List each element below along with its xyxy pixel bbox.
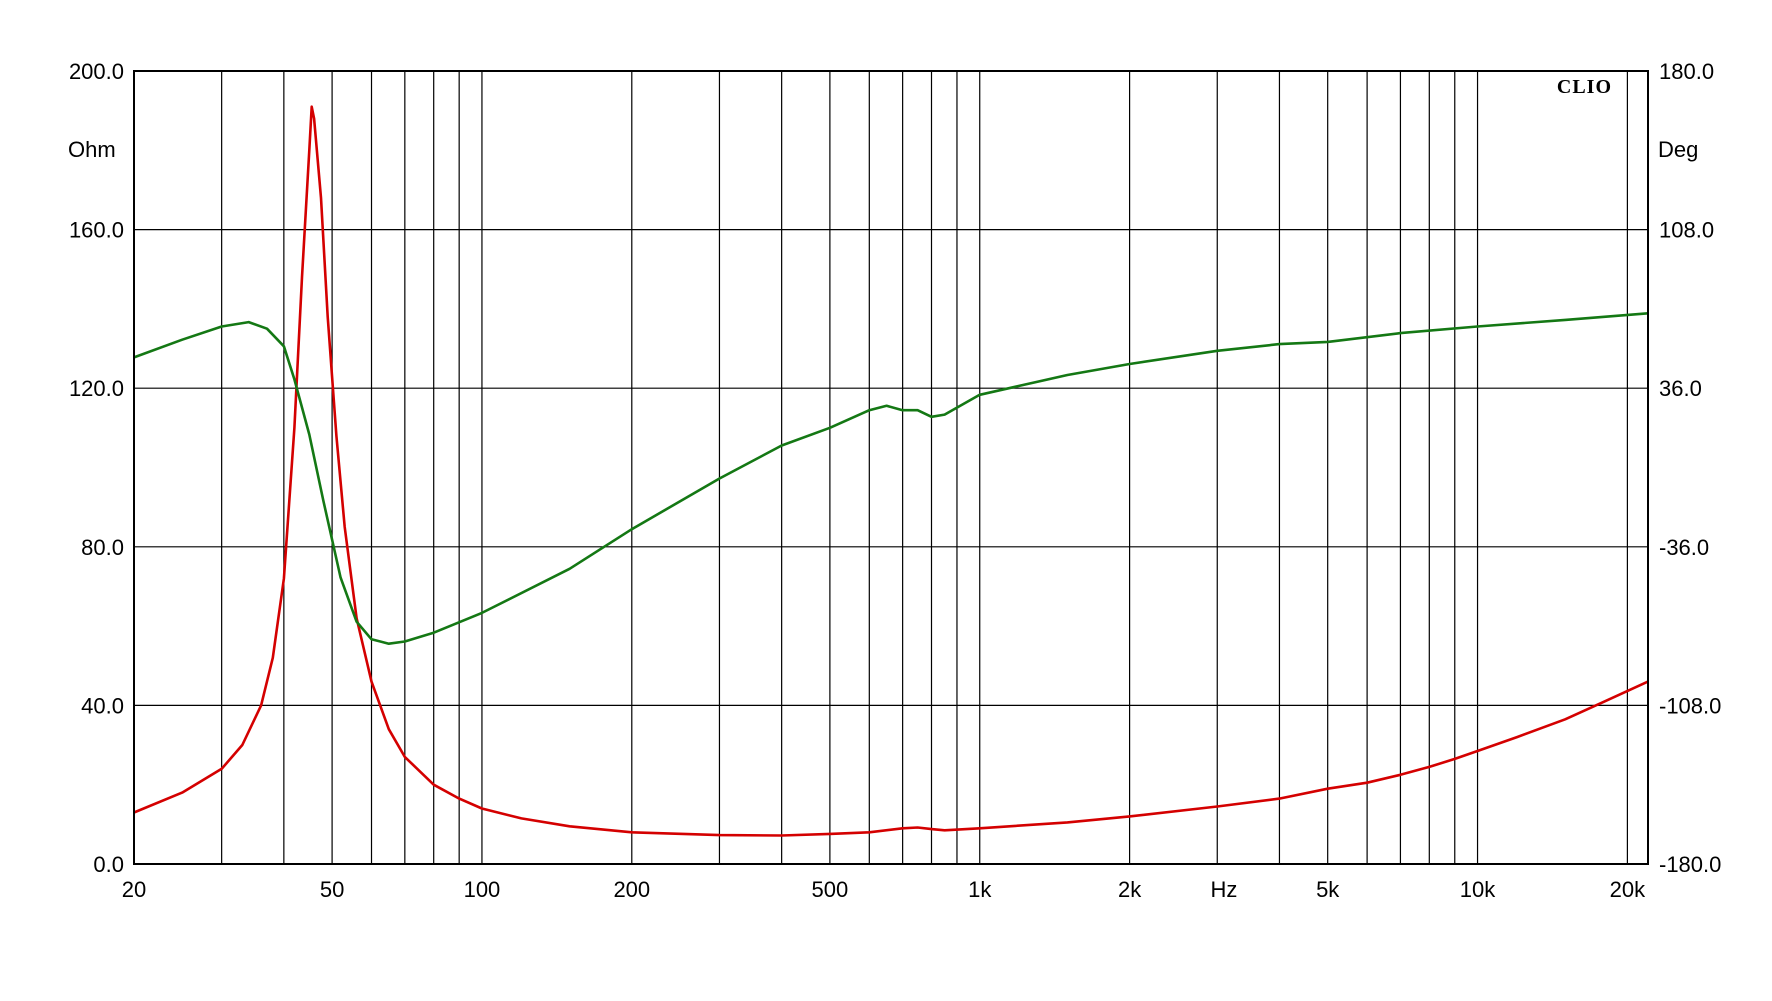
phase-curve xyxy=(133,312,1649,645)
grid xyxy=(134,70,1648,865)
x-axis-unit: Hz xyxy=(1211,877,1238,902)
right-tick-label: -36.0 xyxy=(1659,535,1709,560)
right-tick-label: -180.0 xyxy=(1659,852,1721,877)
right-tick-label: -108.0 xyxy=(1659,693,1721,718)
left-tick-label: 120.0 xyxy=(69,376,124,401)
left-axis-unit: Ohm xyxy=(68,137,116,162)
left-tick-label: 40.0 xyxy=(81,693,124,718)
right-tick-label: 108.0 xyxy=(1659,218,1714,243)
left-tick-label: 0.0 xyxy=(93,852,124,877)
plot-frame xyxy=(133,70,1649,865)
x-axis-tick-labels: 20 50 100 200 500 1k 2k 5k 10k 20k xyxy=(122,877,1646,902)
x-tick-label: 20 xyxy=(122,877,146,902)
curves xyxy=(133,105,1649,837)
right-tick-label: 36.0 xyxy=(1659,376,1702,401)
x-tick-label: 200 xyxy=(613,877,650,902)
right-tick-label: 180.0 xyxy=(1659,59,1714,84)
x-tick-label: 5k xyxy=(1316,877,1340,902)
brand-logo-text: CLIO xyxy=(1557,76,1612,98)
left-tick-label: 200.0 xyxy=(69,59,124,84)
right-axis-unit: Deg xyxy=(1658,137,1698,162)
x-tick-label: 10k xyxy=(1460,877,1496,902)
x-tick-label: 50 xyxy=(320,877,344,902)
x-tick-label: 500 xyxy=(812,877,849,902)
x-tick-label: 2k xyxy=(1118,877,1142,902)
left-tick-label: 80.0 xyxy=(81,535,124,560)
x-tick-label: 1k xyxy=(968,877,992,902)
impedance-curve xyxy=(133,105,1649,837)
x-tick-label: 20k xyxy=(1610,877,1646,902)
right-axis-tick-labels: -180.0 -108.0 -36.0 36.0 108.0 180.0 xyxy=(1659,59,1721,877)
x-tick-label: 100 xyxy=(464,877,501,902)
left-tick-label: 160.0 xyxy=(69,218,124,243)
left-axis-tick-labels: 0.0 40.0 80.0 120.0 160.0 200.0 xyxy=(69,59,124,877)
